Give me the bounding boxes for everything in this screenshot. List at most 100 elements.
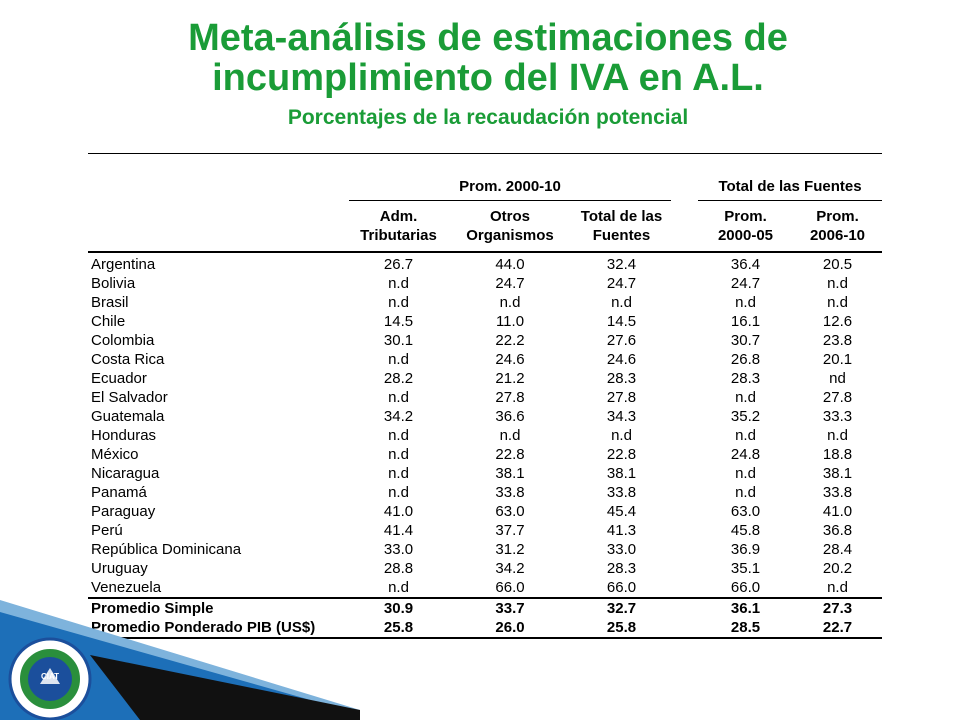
cell-value: 33.0: [606, 541, 637, 558]
row-label: Argentina: [91, 256, 156, 273]
column-header-line: Tributarias: [360, 227, 437, 244]
cell-value: n.d: [611, 294, 632, 311]
column-header-line: 2006-10: [809, 227, 866, 244]
cell-value: 30.9: [349, 597, 448, 618]
column-gap: [671, 597, 698, 618]
cell-value: 27.8: [822, 389, 853, 406]
row-label: Uruguay: [91, 560, 148, 577]
column-gap: [671, 331, 698, 350]
column-gap: [671, 502, 698, 521]
column-gap: [671, 445, 698, 464]
cell-value: n.d: [827, 294, 848, 311]
cell-value: 27.3: [793, 597, 882, 618]
cell-value: 28.3: [606, 370, 637, 387]
row-label: Bolivia: [91, 275, 136, 292]
cell-value: 38.1: [822, 465, 853, 482]
row-label: Ecuador: [91, 370, 147, 387]
column-gap: [671, 559, 698, 578]
group-header-row: Prom. 2000-10 Total de las Fuentes: [88, 173, 882, 201]
cell-value: n.d: [499, 427, 521, 444]
cell-value: 41.0: [822, 503, 853, 520]
row-label: Nicaragua: [91, 465, 160, 482]
column-gap: [671, 521, 698, 540]
cell-value: n.d: [388, 275, 409, 292]
table-row: República Dominicana 33.0 31.2 33.0 36.9 28.4: [88, 540, 882, 559]
column-header-total: Total de las Fuentes: [572, 201, 671, 253]
cell-value: 45.4: [606, 503, 637, 520]
column-header-row: Adm. Tributarias Otros Organismos Total de l…: [88, 201, 882, 253]
column-header-line: Total de las: [580, 208, 663, 225]
cell-value: 26.7: [383, 256, 414, 273]
cell-value: 24.8: [730, 446, 761, 463]
cell-value: n.d: [827, 275, 848, 292]
column-gap: [671, 483, 698, 502]
row-label: Promedio Simple: [88, 597, 349, 618]
cell-value: 66.0: [730, 579, 761, 596]
column-gap: [671, 293, 698, 312]
cell-value: 33.8: [822, 484, 853, 501]
column-gap: [671, 407, 698, 426]
cell-value: 32.7: [572, 597, 671, 618]
cell-value: n.d: [499, 294, 521, 311]
cell-value: 36.1: [698, 597, 793, 618]
cell-value: n.d: [388, 294, 409, 311]
group-header-total: Total de las Fuentes: [698, 173, 882, 201]
cell-value: n.d: [388, 465, 409, 482]
column-gap: [671, 274, 698, 293]
cell-value: 63.0: [495, 503, 525, 520]
cell-value: 24.6: [495, 351, 525, 368]
cell-value: 12.6: [822, 313, 853, 330]
cell-value: 41.0: [383, 503, 414, 520]
row-label: El Salvador: [91, 389, 168, 406]
table-row: Venezuela n.d 66.0 66.0 66.0 n.d: [88, 578, 882, 598]
table-row: Chile 14.5 11.0 14.5 16.1 12.6: [88, 312, 882, 331]
cell-value: 30.7: [730, 332, 761, 349]
column-header-adm: Adm. Tributarias: [349, 201, 448, 253]
row-label: Panamá: [91, 484, 147, 501]
cell-value: 44.0: [495, 256, 525, 273]
row-label: Costa Rica: [91, 351, 165, 368]
cell-value: 36.8: [822, 522, 853, 539]
column-gap: [671, 369, 698, 388]
title-line-2: incumplimiento del IVA en A.L.: [212, 57, 764, 99]
cell-value: nd: [829, 370, 846, 387]
header-gap: [671, 201, 698, 253]
cell-value: n.d: [735, 484, 756, 501]
column-header-line: Otros: [489, 208, 530, 225]
cell-value: 14.5: [383, 313, 414, 330]
cell-value: 32.4: [606, 256, 637, 273]
row-label: Honduras: [91, 427, 157, 444]
table-row: Brasil n.d n.d n.d n.d n.d: [88, 293, 882, 312]
column-gap: [671, 252, 698, 274]
cell-value: 11.0: [495, 313, 525, 330]
row-label: Promedio Ponderado PIB (US$): [88, 618, 349, 639]
column-header-line: Prom.: [724, 208, 767, 225]
footer-swoosh-dark: [90, 655, 360, 720]
column-gap: [671, 540, 698, 559]
column-header-line: Organismos: [466, 227, 554, 244]
cell-value: 27.6: [606, 332, 637, 349]
cell-value: 20.5: [822, 256, 853, 273]
table-row: Ecuador 28.2 21.2 28.3 28.3 nd: [88, 369, 882, 388]
cell-value: 34.3: [606, 408, 637, 425]
data-table: Prom. 2000-10 Total de las Fuentes Adm. Tri…: [88, 153, 882, 639]
cell-value: 24.6: [606, 351, 637, 368]
column-header-line: 2000-05: [717, 227, 774, 244]
row-label: Guatemala: [91, 408, 165, 425]
cell-value: 14.5: [606, 313, 637, 330]
table-top-rule: [88, 153, 882, 173]
cell-value: 22.7: [793, 618, 882, 639]
cell-value: n.d: [388, 389, 409, 406]
cell-value: n.d: [735, 427, 756, 444]
column-header-line: Adm.: [379, 208, 418, 225]
cell-value: 37.7: [495, 522, 525, 539]
column-gap: [671, 426, 698, 445]
cell-value: n.d: [827, 579, 848, 596]
table-row: Costa Rica n.d 24.6 24.6 26.8 20.1: [88, 350, 882, 369]
ciat-logo-icon: [8, 637, 92, 720]
cell-value: 21.2: [495, 370, 525, 387]
table-row: Bolivia n.d 24.7 24.7 24.7 n.d: [88, 274, 882, 293]
header-empty: [88, 201, 349, 253]
title-line-1: Meta-análisis de estimaciones de: [188, 17, 788, 59]
cell-value: 63.0: [730, 503, 761, 520]
